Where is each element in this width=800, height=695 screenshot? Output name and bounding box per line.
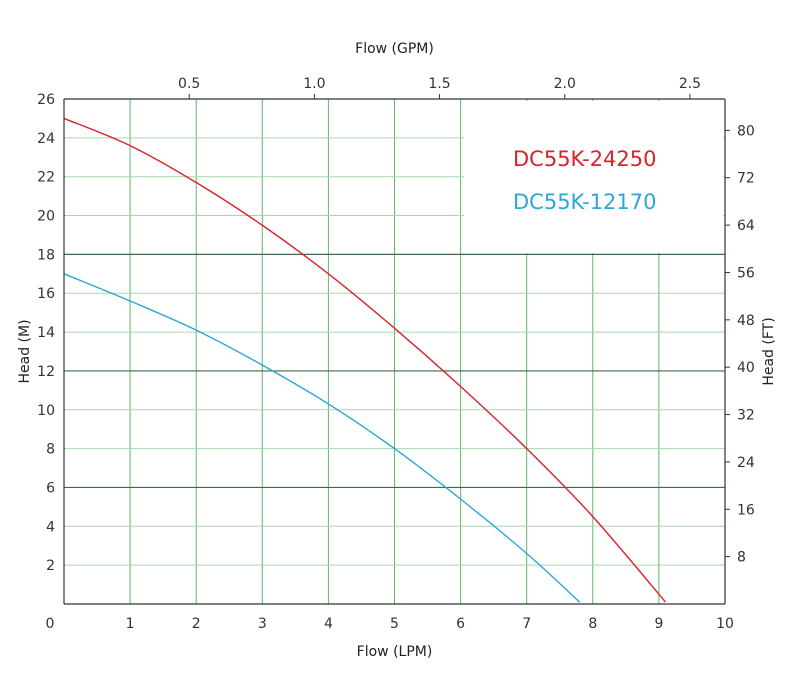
y-tick-label: 20	[37, 209, 55, 225]
x-tick-label: 6	[456, 616, 465, 632]
y-tick-label: 8	[46, 442, 55, 458]
y2-tick-label: 80	[737, 123, 755, 139]
series-line-dc55k-12170	[63, 273, 581, 603]
x-tick-label: 3	[258, 616, 267, 632]
x-tick-label: 9	[654, 616, 663, 632]
y2-tick-label: 72	[737, 171, 755, 187]
x2-tick-label: 0.5	[178, 76, 200, 92]
y-tick-label: 2	[46, 558, 55, 574]
y-tick-label: 26	[37, 92, 55, 108]
y-tick-label: 12	[37, 364, 55, 380]
x2-tick-label: 2.0	[554, 76, 576, 92]
y-tick-label: 22	[37, 170, 55, 186]
x2-tick-label: 1.5	[428, 76, 450, 92]
y-tick-label: 6	[46, 480, 55, 496]
y-tick-label: 14	[37, 325, 55, 341]
y2-tick-label: 40	[737, 360, 755, 376]
top-x-axis-label: Flow (GPM)	[355, 41, 434, 57]
y-axis-label: Head (M)	[17, 319, 33, 383]
legend-entry: DC55K-24250	[513, 147, 657, 171]
series-lines	[63, 117, 667, 603]
x2-tick-label: 2.5	[679, 76, 701, 92]
y-tick-label: 18	[37, 247, 55, 263]
series-line-dc55k-24250	[63, 117, 667, 603]
x-tick-label: 7	[522, 616, 531, 632]
y2-tick-label: 8	[737, 550, 746, 566]
x-axis-label: Flow (LPM)	[357, 644, 433, 660]
origin-tick-label: 0	[46, 616, 55, 632]
x-tick-label: 8	[588, 616, 597, 632]
y2-tick-label: 64	[737, 218, 755, 234]
y2-tick-label: 56	[737, 265, 755, 281]
y-tick-label: 4	[46, 519, 55, 535]
y2-tick-label: 16	[737, 502, 755, 518]
x-tick-label: 2	[192, 616, 201, 632]
y2-tick-label: 32	[737, 408, 755, 424]
legend-background	[464, 101, 723, 253]
legend-entry: DC55K-12170	[513, 190, 657, 214]
x-tick-label: 10	[716, 616, 734, 632]
y2-tick-label: 24	[737, 455, 755, 471]
y-tick-label: 24	[37, 131, 55, 147]
x2-tick-label: 1.0	[303, 76, 325, 92]
legend: DC55K-24250 DC55K-12170	[513, 147, 657, 214]
x-tick-label: 5	[390, 616, 399, 632]
right-y-axis-label: Head (FT)	[761, 317, 777, 385]
y2-tick-label: 48	[737, 313, 755, 329]
x-tick-label: 1	[126, 616, 135, 632]
y-tick-label: 10	[37, 403, 55, 419]
y-tick-label: 16	[37, 286, 55, 302]
x-tick-label: 4	[324, 616, 333, 632]
plot-frame	[63, 98, 726, 605]
